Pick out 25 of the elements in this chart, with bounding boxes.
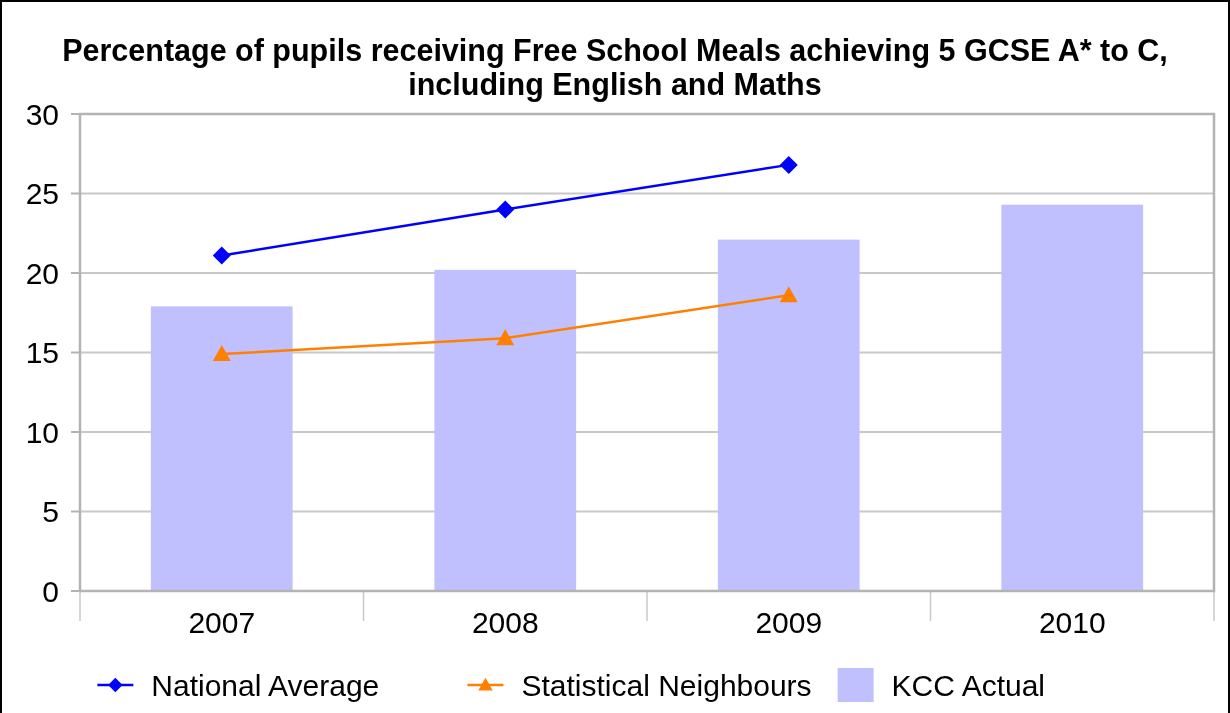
chart-title: Percentage of pupils receiving Free School Meals achieving 5 GCSE A* to C, including English and Maths xyxy=(62,33,1168,102)
x-tick-label: 2008 xyxy=(471,605,539,639)
x-tick-label: 2007 xyxy=(188,605,256,639)
point xyxy=(779,155,798,174)
point xyxy=(496,329,515,346)
y-tick-label: 25 xyxy=(25,177,59,210)
bar xyxy=(1001,204,1144,591)
bar xyxy=(434,269,577,591)
y-tick-label: 15 xyxy=(25,336,59,369)
bar xyxy=(150,306,293,591)
y-tick-label: 5 xyxy=(42,495,59,528)
y-tick-label: 20 xyxy=(25,256,59,290)
legend-label: KCC Actual xyxy=(891,668,1046,702)
y-tick-label: 30 xyxy=(25,97,59,131)
x-tick-label: 2010 xyxy=(1038,605,1106,639)
bar xyxy=(717,239,860,591)
legend-label: National Average xyxy=(151,668,380,702)
x-tick-label: 2009 xyxy=(755,605,823,639)
point xyxy=(496,200,515,219)
y-tick-label: 0 xyxy=(42,574,59,608)
point xyxy=(212,246,231,265)
legend-label: Statistical Neighbours xyxy=(521,668,812,702)
point xyxy=(779,286,798,303)
point xyxy=(212,345,231,362)
y-tick-label: 10 xyxy=(25,415,59,449)
